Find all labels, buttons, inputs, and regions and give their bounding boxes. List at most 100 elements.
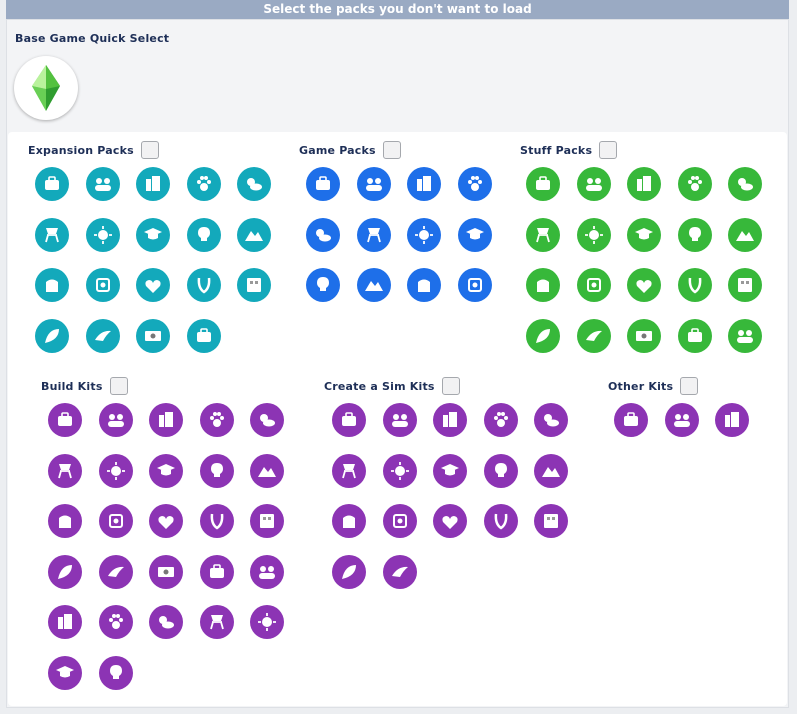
cas-kits-pack-4[interactable] [483,403,518,437]
build-kits-pack-26[interactable] [48,655,82,690]
expansion-pack-15[interactable] [237,268,271,302]
cas-kits-pack-7[interactable] [382,453,417,488]
expansion-pack-4[interactable] [186,167,221,201]
expansion-pack-18[interactable] [136,318,170,353]
stuff-pack-9[interactable] [677,217,712,252]
game-pack-12[interactable] [457,268,492,302]
game-packs-checkbox[interactable] [382,141,401,159]
game-pack-1[interactable] [306,167,340,201]
stuff-pack-14[interactable] [677,268,712,302]
expansion-pack-14[interactable] [186,268,221,302]
build-kits-pack-19[interactable] [199,554,234,589]
stuff-pack-3[interactable] [627,167,661,201]
stuff-pack-1[interactable] [526,167,560,201]
build-kits-pack-10[interactable] [250,453,284,488]
build-kits-pack-20[interactable] [250,554,284,589]
stuff-pack-8[interactable] [627,217,661,252]
cas-kits-pack-8[interactable] [433,453,467,488]
game-pack-10[interactable] [356,268,391,302]
build-kits-pack-23[interactable] [149,605,183,639]
cas-kits-pack-17[interactable] [382,554,417,589]
expansion-pack-13[interactable] [136,268,170,302]
expansion-pack-7[interactable] [85,217,120,252]
build-kits-pack-12[interactable] [98,504,133,538]
expansion-pack-2[interactable] [85,167,120,201]
cas-kits-pack-11[interactable] [332,504,366,538]
build-kits-pack-7[interactable] [98,453,133,488]
build-kits-pack-17[interactable] [98,554,133,589]
stuff-packs-checkbox[interactable] [599,141,618,159]
cas-kits-pack-2[interactable] [382,403,417,437]
stuff-pack-17[interactable] [576,318,611,353]
stuff-pack-16[interactable] [526,318,560,353]
build-kits-pack-18[interactable] [149,554,183,589]
expansion-pack-9[interactable] [186,217,221,252]
game-pack-3[interactable] [407,167,441,201]
expansion-pack-11[interactable] [35,268,69,302]
expansion-pack-6[interactable] [35,217,69,252]
expansion-pack-16[interactable] [35,318,69,353]
build-kits-pack-24[interactable] [199,605,234,639]
other-kits-checkbox[interactable] [680,377,699,395]
build-kits-pack-11[interactable] [48,504,82,538]
cas-kits-pack-10[interactable] [534,453,568,488]
build-kits-pack-15[interactable] [250,504,284,538]
game-pack-8[interactable] [457,217,492,252]
expansion-pack-1[interactable] [35,167,69,201]
build-kits-checkbox[interactable] [109,377,128,395]
build-kits-pack-3[interactable] [149,403,183,437]
other-kits-pack-3[interactable] [715,403,749,437]
cas-kits-pack-9[interactable] [483,453,518,488]
expansion-pack-3[interactable] [136,167,170,201]
stuff-pack-15[interactable] [728,268,762,302]
expansion-packs-checkbox[interactable] [140,141,159,159]
expansion-pack-17[interactable] [85,318,120,353]
other-kits-pack-1[interactable] [614,403,648,437]
cas-kits-pack-12[interactable] [382,504,417,538]
build-kits-pack-13[interactable] [149,504,183,538]
stuff-pack-12[interactable] [576,268,611,302]
cas-kits-pack-5[interactable] [534,403,568,437]
stuff-pack-5[interactable] [728,167,762,201]
build-kits-pack-1[interactable] [48,403,82,437]
build-kits-pack-4[interactable] [199,403,234,437]
stuff-pack-2[interactable] [576,167,611,201]
build-kits-pack-25[interactable] [250,605,284,639]
stuff-pack-6[interactable] [526,217,560,252]
cas-kits-pack-16[interactable] [332,554,366,589]
base-game-button[interactable] [14,56,78,120]
game-pack-4[interactable] [457,167,492,201]
expansion-pack-10[interactable] [237,217,271,252]
expansion-pack-5[interactable] [237,167,271,201]
build-kits-pack-14[interactable] [199,504,234,538]
build-kits-pack-9[interactable] [199,453,234,488]
stuff-pack-18[interactable] [627,318,661,353]
game-pack-7[interactable] [407,217,441,252]
game-pack-5[interactable] [306,217,340,252]
cas-kits-pack-15[interactable] [534,504,568,538]
other-kits-pack-2[interactable] [664,403,699,437]
game-pack-9[interactable] [306,268,340,302]
cas-kits-pack-1[interactable] [332,403,366,437]
game-pack-2[interactable] [356,167,391,201]
build-kits-pack-6[interactable] [48,453,82,488]
stuff-pack-19[interactable] [677,318,712,353]
stuff-pack-4[interactable] [677,167,712,201]
stuff-pack-11[interactable] [526,268,560,302]
cas-kits-pack-13[interactable] [433,504,467,538]
stuff-pack-10[interactable] [728,217,762,252]
build-kits-pack-2[interactable] [98,403,133,437]
cas-kits-pack-6[interactable] [332,453,366,488]
game-pack-11[interactable] [407,268,441,302]
stuff-pack-20[interactable] [728,318,762,353]
build-kits-pack-22[interactable] [98,605,133,639]
cas-kits-checkbox[interactable] [441,377,460,395]
game-pack-6[interactable] [356,217,391,252]
build-kits-pack-16[interactable] [48,554,82,589]
stuff-pack-13[interactable] [627,268,661,302]
expansion-pack-12[interactable] [85,268,120,302]
cas-kits-pack-3[interactable] [433,403,467,437]
expansion-pack-19[interactable] [186,318,221,353]
expansion-pack-8[interactable] [136,217,170,252]
cas-kits-pack-14[interactable] [483,504,518,538]
